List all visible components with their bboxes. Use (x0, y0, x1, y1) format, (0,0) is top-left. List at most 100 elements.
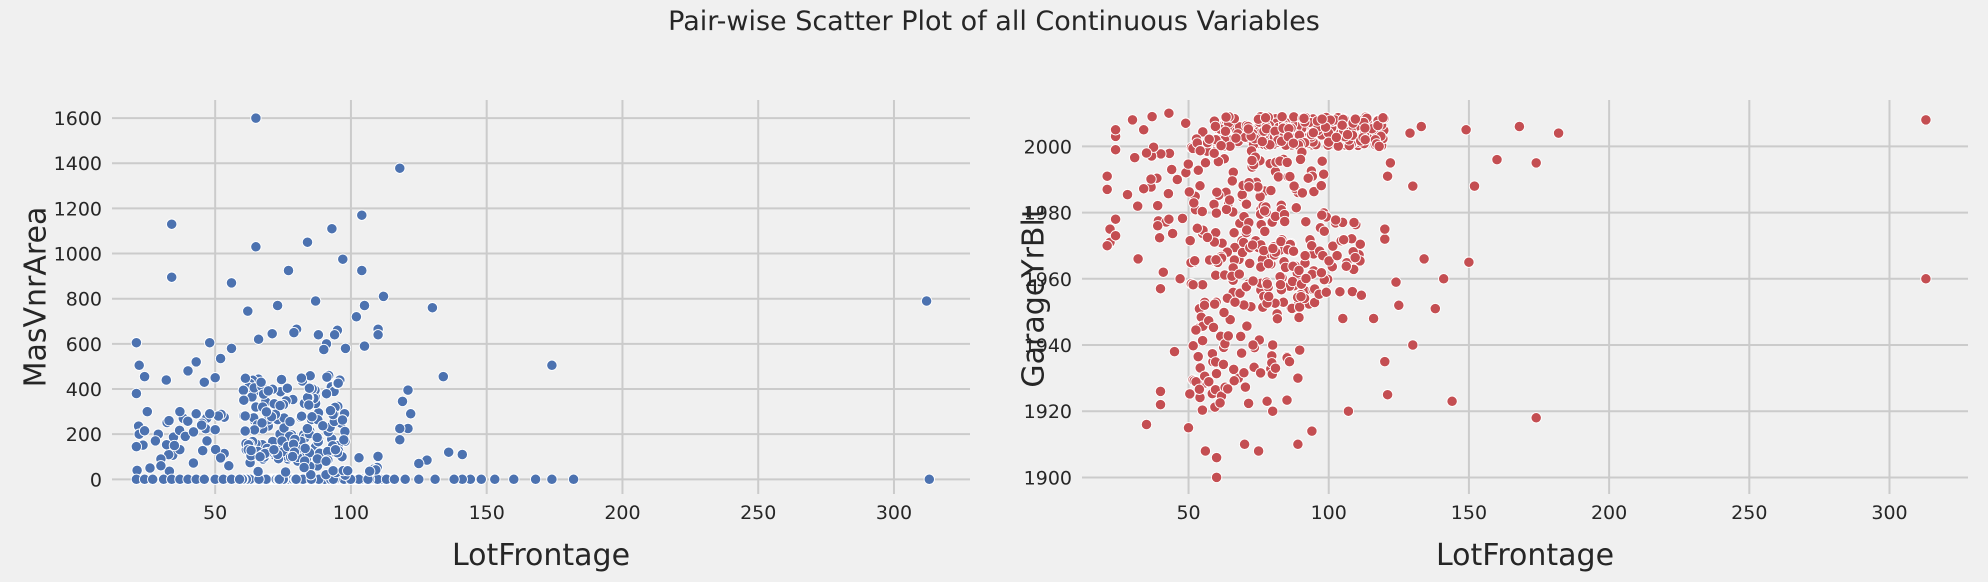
scatter-points (130, 112, 935, 485)
data-point (546, 359, 558, 371)
data-point (1210, 367, 1223, 380)
data-point (336, 414, 349, 426)
data-point (1288, 180, 1300, 192)
data-point (198, 473, 210, 485)
data-point (1379, 233, 1391, 245)
data-point (1530, 412, 1542, 424)
data-point (1298, 112, 1310, 125)
data-point (1201, 231, 1214, 244)
data-point (1140, 418, 1153, 431)
data-point (1235, 347, 1248, 359)
data-point (923, 473, 935, 485)
data-point (1377, 112, 1389, 124)
data-point (1244, 257, 1256, 270)
data-point (1299, 249, 1311, 262)
data-point (1308, 185, 1320, 198)
data-point (301, 236, 314, 248)
data-point (1330, 214, 1342, 226)
data-point (1162, 187, 1175, 200)
data-point (437, 370, 449, 383)
data-point (1258, 205, 1271, 217)
data-point (250, 241, 262, 253)
data-point (1182, 158, 1194, 170)
data-point (1192, 164, 1204, 176)
y-tick-label: 200 (66, 424, 102, 446)
data-point (1359, 122, 1371, 134)
y-tick-label: 1200 (54, 198, 102, 220)
data-point (312, 329, 325, 341)
data-point (546, 473, 558, 485)
data-point (1295, 290, 1307, 303)
data-point (567, 473, 580, 485)
data-point (1228, 363, 1240, 376)
data-point (1261, 278, 1273, 290)
data-point (321, 371, 333, 383)
data-point (303, 382, 316, 394)
data-point (1274, 278, 1287, 291)
data-point (329, 444, 342, 456)
data-point (282, 264, 295, 277)
data-point (290, 473, 302, 485)
data-point (1263, 290, 1275, 303)
data-point (1191, 222, 1203, 234)
data-point (1272, 171, 1285, 183)
y-tick-label: 800 (66, 289, 102, 311)
data-point (1336, 119, 1348, 131)
data-point (1222, 330, 1234, 342)
data-point (356, 209, 368, 221)
data-point (1219, 125, 1232, 137)
data-point (1306, 425, 1318, 437)
y-tick-label: 1980 (1024, 203, 1072, 225)
data-point (1354, 238, 1366, 250)
data-point (254, 451, 266, 463)
x-tick-label: 50 (203, 502, 227, 524)
data-point (358, 340, 371, 352)
data-point (1132, 200, 1144, 212)
data-point (1198, 299, 1211, 311)
data-point (214, 452, 227, 464)
data-point (426, 302, 439, 314)
data-point (195, 419, 208, 431)
data-point (198, 376, 210, 388)
data-point (166, 218, 178, 230)
data-point (1359, 134, 1371, 146)
data-point (372, 329, 384, 341)
data-point (1242, 397, 1255, 410)
y-tick-label: 2000 (1024, 136, 1072, 158)
data-point (1269, 210, 1282, 223)
data-point (1323, 255, 1335, 267)
data-point (1373, 140, 1385, 153)
data-point (1247, 275, 1259, 287)
data-point (1920, 273, 1932, 285)
data-point (429, 473, 441, 485)
data-point (1228, 375, 1240, 387)
data-point (1302, 172, 1314, 184)
data-point (1145, 173, 1157, 185)
data-point (147, 473, 159, 485)
data-point (160, 374, 172, 386)
data-point (1209, 120, 1222, 133)
data-point (1140, 147, 1153, 159)
data-point (1261, 395, 1273, 407)
x-tick-labels: 50 100 150 200 250 300 (1176, 502, 1907, 524)
data-point (1203, 133, 1215, 145)
x-tick-label: 200 (604, 502, 640, 524)
data-point (1262, 257, 1275, 270)
data-point (456, 448, 468, 461)
data-point (271, 299, 284, 312)
data-point (1381, 389, 1394, 401)
data-point (260, 406, 273, 418)
data-point (1292, 438, 1304, 450)
data-point (1316, 155, 1328, 167)
data-point (237, 384, 250, 396)
data-point (223, 460, 235, 472)
data-point (1318, 168, 1330, 180)
data-point (209, 443, 222, 456)
data-point (204, 408, 216, 420)
data-point (1349, 113, 1362, 125)
data-point (413, 473, 425, 485)
data-point (311, 431, 323, 444)
data-point (1254, 367, 1267, 379)
data-point (141, 405, 153, 418)
data-point (508, 473, 520, 485)
